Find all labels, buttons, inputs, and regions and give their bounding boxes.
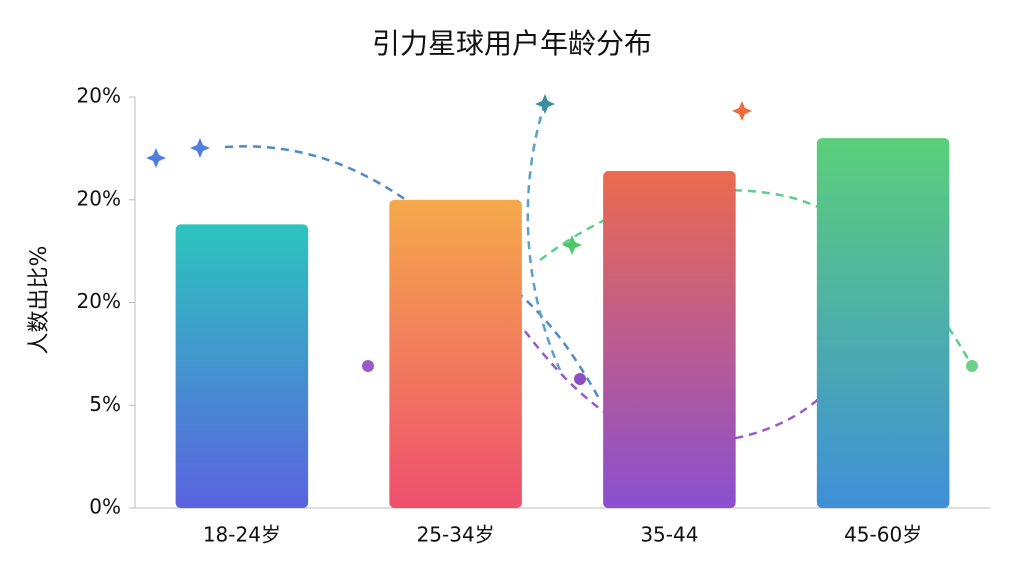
y-axis-title: 人数出比% bbox=[27, 246, 52, 355]
dot bbox=[362, 360, 374, 372]
sparkle bbox=[732, 101, 752, 121]
x-tick-label: 35-44 bbox=[640, 523, 698, 547]
x-tick-label: 18-24岁 bbox=[203, 523, 281, 547]
dashed-curve bbox=[526, 102, 562, 371]
sparkle bbox=[146, 148, 166, 168]
sparkle bbox=[535, 94, 555, 114]
sparkles bbox=[146, 94, 978, 385]
chart-title: 引力星球用户年龄分布 bbox=[372, 27, 652, 60]
y-tick-label: 20% bbox=[77, 186, 121, 210]
y-tick-label: 0% bbox=[89, 495, 121, 519]
y-tick-label: 20% bbox=[77, 84, 121, 108]
dot bbox=[574, 373, 586, 385]
sparkle bbox=[190, 138, 210, 158]
sparkle bbox=[562, 235, 582, 255]
bar bbox=[175, 224, 309, 508]
bar bbox=[389, 199, 522, 508]
x-tick-label: 25-34岁 bbox=[417, 523, 495, 547]
y-tick-label: 20% bbox=[77, 289, 121, 313]
bar bbox=[603, 170, 736, 509]
x-tick-label: 45-60岁 bbox=[844, 523, 922, 547]
bar bbox=[816, 138, 950, 508]
dot bbox=[966, 360, 978, 372]
y-tick-label: 5% bbox=[89, 392, 121, 416]
